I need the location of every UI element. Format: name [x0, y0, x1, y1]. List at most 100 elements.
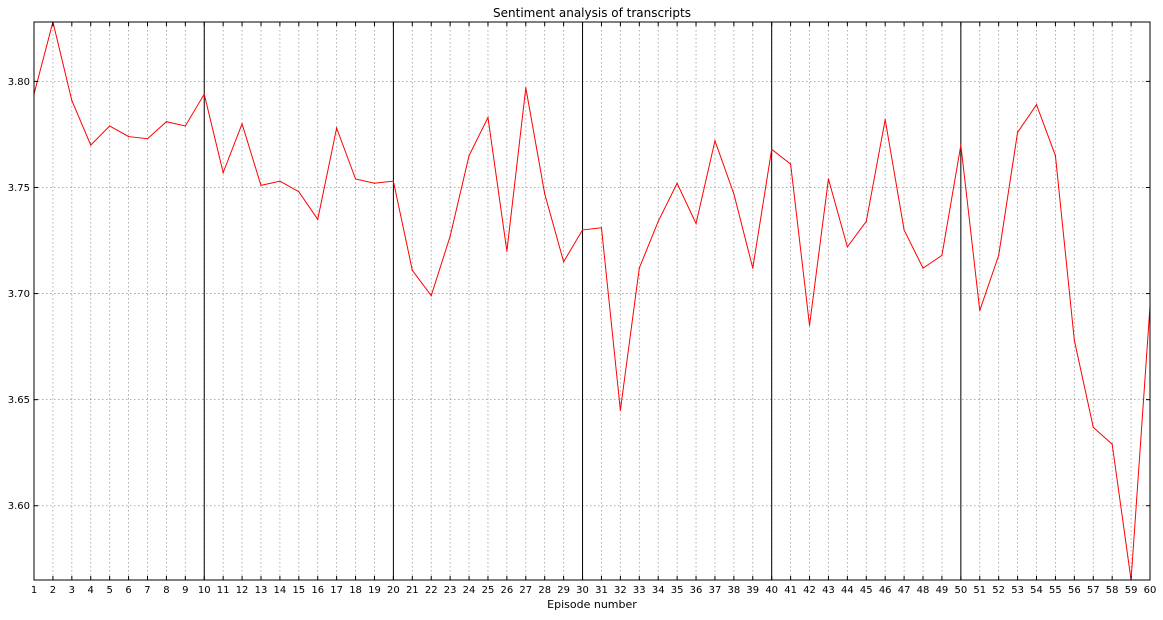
x-tick-label: 10 — [198, 585, 211, 596]
data-point — [241, 123, 243, 125]
x-tick-label: 8 — [163, 585, 169, 596]
data-point — [279, 180, 281, 182]
data-point — [449, 235, 451, 237]
data-point — [317, 218, 319, 220]
data-point — [298, 191, 300, 193]
x-tick-label: 12 — [236, 585, 249, 596]
decade-marker-lines — [203, 22, 962, 580]
x-tick-label: 42 — [803, 585, 816, 596]
x-tick-label: 52 — [992, 585, 1005, 596]
x-tick-label: 26 — [501, 585, 514, 596]
x-axis-label: Episode number — [547, 598, 637, 611]
data-point — [222, 172, 224, 174]
series-layer — [33, 21, 1151, 581]
data-point — [392, 180, 394, 182]
x-tick-label: 50 — [954, 585, 967, 596]
data-point — [979, 309, 981, 312]
x-tick-label: 37 — [709, 585, 722, 596]
data-point — [260, 184, 262, 186]
data-point — [808, 324, 811, 326]
axis-ticks — [33, 22, 1151, 580]
data-point — [903, 229, 905, 231]
data-point — [184, 125, 186, 127]
x-tick-label: 13 — [255, 585, 268, 596]
data-point — [146, 138, 149, 140]
data-point — [619, 409, 621, 411]
x-tick-label: 54 — [1030, 585, 1043, 596]
data-point — [581, 229, 584, 231]
x-tick-label: 15 — [292, 585, 305, 596]
x-tick-label: 22 — [425, 585, 438, 596]
y-tick-label: 3.80 — [8, 77, 30, 88]
data-point — [657, 220, 659, 223]
data-point — [846, 246, 848, 248]
x-tick-label: 34 — [652, 585, 665, 596]
data-point — [165, 121, 168, 123]
x-tick-label: 17 — [330, 585, 343, 596]
x-tick-label: 25 — [482, 585, 495, 596]
x-tick-label: 48 — [917, 585, 930, 596]
x-tick-label: 2 — [50, 585, 56, 596]
data-point — [203, 93, 205, 95]
data-point — [733, 193, 735, 195]
x-tick-label: 30 — [576, 585, 589, 596]
y-tick-label: 3.70 — [8, 289, 30, 300]
data-point — [1016, 131, 1019, 133]
x-tick-label: 49 — [936, 585, 949, 596]
data-point — [922, 267, 924, 269]
data-point — [1073, 339, 1075, 341]
data-point — [960, 144, 962, 146]
data-point — [544, 193, 546, 195]
y-axis-tick-labels: 3.60 3.65 3.70 3.75 3.80 — [8, 77, 30, 512]
data-point — [109, 125, 111, 127]
x-tick-label: 41 — [784, 585, 797, 596]
x-tick-label: 33 — [633, 585, 646, 596]
data-point — [90, 144, 92, 146]
x-tick-label: 59 — [1125, 585, 1138, 596]
x-tick-label: 56 — [1068, 585, 1081, 596]
x-tick-label: 36 — [690, 585, 703, 596]
x-tick-label: 46 — [879, 585, 892, 596]
data-point — [941, 254, 943, 256]
x-tick-label: 53 — [1011, 585, 1024, 596]
data-point — [468, 155, 470, 157]
x-tick-label: 23 — [444, 585, 457, 596]
data-point — [127, 135, 130, 138]
x-tick-label: 47 — [898, 585, 911, 596]
data-point — [563, 261, 565, 263]
data-point — [695, 222, 697, 225]
data-point — [354, 178, 357, 180]
y-tick-label: 3.65 — [8, 395, 30, 406]
data-point — [827, 178, 830, 180]
data-point — [430, 295, 432, 297]
data-point — [373, 182, 376, 184]
y-tick-label: 3.60 — [8, 501, 30, 512]
x-tick-label: 57 — [1087, 585, 1100, 596]
x-tick-label: 16 — [311, 585, 324, 596]
x-tick-label: 40 — [765, 585, 778, 596]
x-tick-label: 21 — [406, 585, 419, 596]
data-point — [771, 148, 773, 150]
x-tick-label: 24 — [463, 585, 476, 596]
x-tick-label: 28 — [538, 585, 551, 596]
data-point — [714, 140, 716, 142]
x-tick-label: 20 — [387, 585, 400, 596]
x-tick-label: 18 — [349, 585, 362, 596]
series-line — [33, 21, 1151, 581]
x-tick-label: 6 — [125, 585, 131, 596]
x-tick-label: 19 — [368, 585, 381, 596]
y-tick-label: 3.75 — [8, 183, 30, 194]
x-tick-label: 51 — [973, 585, 986, 596]
data-point — [336, 127, 338, 129]
data-point — [411, 269, 413, 271]
x-tick-label: 35 — [671, 585, 684, 596]
x-tick-label: 44 — [841, 585, 854, 596]
x-tick-label: 45 — [860, 585, 873, 596]
x-tick-label: 9 — [182, 585, 188, 596]
x-tick-label: 39 — [746, 585, 759, 596]
data-point — [865, 220, 867, 223]
data-point — [1035, 104, 1038, 106]
data-point — [525, 87, 527, 89]
